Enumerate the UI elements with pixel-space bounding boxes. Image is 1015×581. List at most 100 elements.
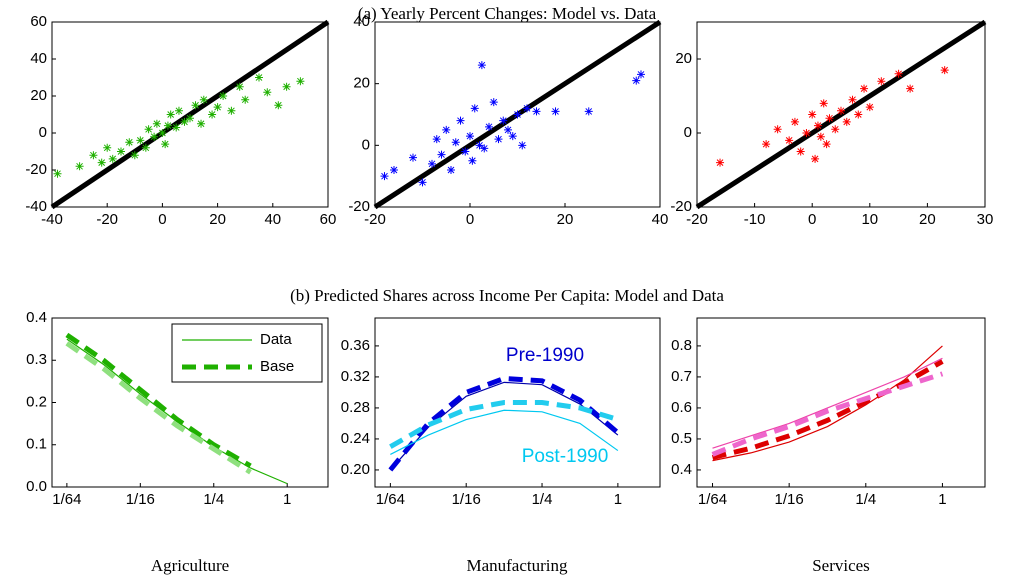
point	[842, 117, 851, 126]
point	[551, 107, 560, 116]
point	[282, 82, 291, 91]
y-tick-label: 0.32	[341, 368, 370, 385]
y-tick-label: -20	[670, 198, 692, 215]
point	[808, 110, 817, 119]
point	[865, 103, 874, 112]
y-tick-label: 0.20	[341, 461, 370, 478]
point	[136, 136, 145, 145]
line	[711, 359, 944, 460]
point	[186, 114, 194, 123]
point	[480, 144, 489, 153]
point	[523, 104, 531, 113]
x-tick-label: 1/4	[855, 491, 876, 508]
y-tick-label: 0.6	[671, 399, 692, 416]
point	[532, 107, 541, 116]
point	[208, 110, 217, 119]
x-tick-label: 1/16	[775, 491, 804, 508]
y-tick-label: 0	[684, 124, 692, 141]
x-tick-label: 1/16	[126, 491, 155, 508]
x-tick-label: 1/4	[203, 491, 224, 508]
x-tick-label: -20	[96, 211, 118, 228]
point	[89, 151, 98, 160]
x-tick-label: 20	[919, 211, 936, 228]
point	[428, 159, 436, 168]
y-tick-label: 40	[353, 13, 370, 30]
axes-box	[51, 317, 329, 488]
point	[130, 151, 139, 160]
point	[180, 117, 189, 126]
point	[819, 99, 828, 108]
line	[389, 400, 619, 449]
y-tick-label: -20	[348, 198, 370, 215]
point	[442, 125, 451, 134]
legend-label: Data	[260, 331, 292, 348]
point	[437, 150, 446, 159]
y-tick-label: 20	[30, 87, 47, 104]
axes-box	[374, 21, 661, 208]
point	[513, 110, 522, 119]
point	[172, 123, 181, 132]
axes-box	[374, 317, 661, 488]
point	[103, 143, 112, 152]
point	[584, 107, 593, 116]
point	[174, 106, 183, 115]
line	[712, 357, 943, 449]
point	[716, 158, 725, 167]
point	[499, 116, 508, 125]
point	[451, 138, 460, 147]
point	[637, 70, 645, 79]
point	[199, 95, 208, 104]
point	[837, 106, 845, 115]
point	[108, 154, 117, 163]
y-tick-label: 0.7	[671, 368, 692, 385]
x-tick-label: 0	[158, 211, 166, 228]
point	[825, 114, 834, 123]
point	[144, 125, 153, 134]
point	[468, 156, 477, 165]
x-tick-label: 30	[977, 211, 994, 228]
point	[860, 84, 869, 93]
point	[785, 136, 794, 145]
annotation: Pre-1990	[506, 345, 584, 366]
x-tick-label: 1/64	[698, 491, 727, 508]
annotation: Post-1990	[522, 446, 609, 467]
y-tick-label: 0.24	[341, 430, 370, 447]
y-tick-label: -40	[25, 198, 47, 215]
point	[489, 98, 498, 107]
x-tick-label: 60	[320, 211, 337, 228]
point	[296, 77, 305, 86]
y-tick-label: 0.4	[671, 461, 692, 478]
point	[235, 82, 244, 91]
point	[796, 147, 805, 156]
point	[466, 132, 474, 141]
panel-title: (a) Yearly Percent Changes: Model vs. Da…	[358, 4, 657, 23]
point	[380, 172, 389, 181]
x-tick-label: 20	[209, 211, 226, 228]
point	[470, 104, 479, 113]
line	[65, 332, 252, 469]
point	[152, 119, 161, 128]
y-tick-label: 40	[30, 50, 47, 67]
line	[711, 371, 944, 457]
point	[475, 141, 484, 150]
point	[773, 125, 782, 134]
point	[854, 110, 863, 119]
axes-box	[51, 21, 329, 208]
x-tick-label: 1/4	[532, 491, 553, 508]
point	[822, 140, 831, 149]
point	[816, 132, 825, 141]
point	[456, 116, 465, 125]
point	[504, 125, 512, 134]
point	[117, 147, 125, 156]
point	[150, 132, 159, 141]
legend-label: Base	[260, 358, 294, 375]
point	[894, 69, 903, 78]
x-tick-label: -40	[41, 211, 63, 228]
point	[877, 77, 886, 86]
point	[494, 135, 503, 144]
x-tick-label: 0	[466, 211, 474, 228]
point	[263, 88, 272, 97]
x-tick-label: 1	[614, 491, 622, 508]
y-tick-label: 20	[675, 50, 692, 67]
